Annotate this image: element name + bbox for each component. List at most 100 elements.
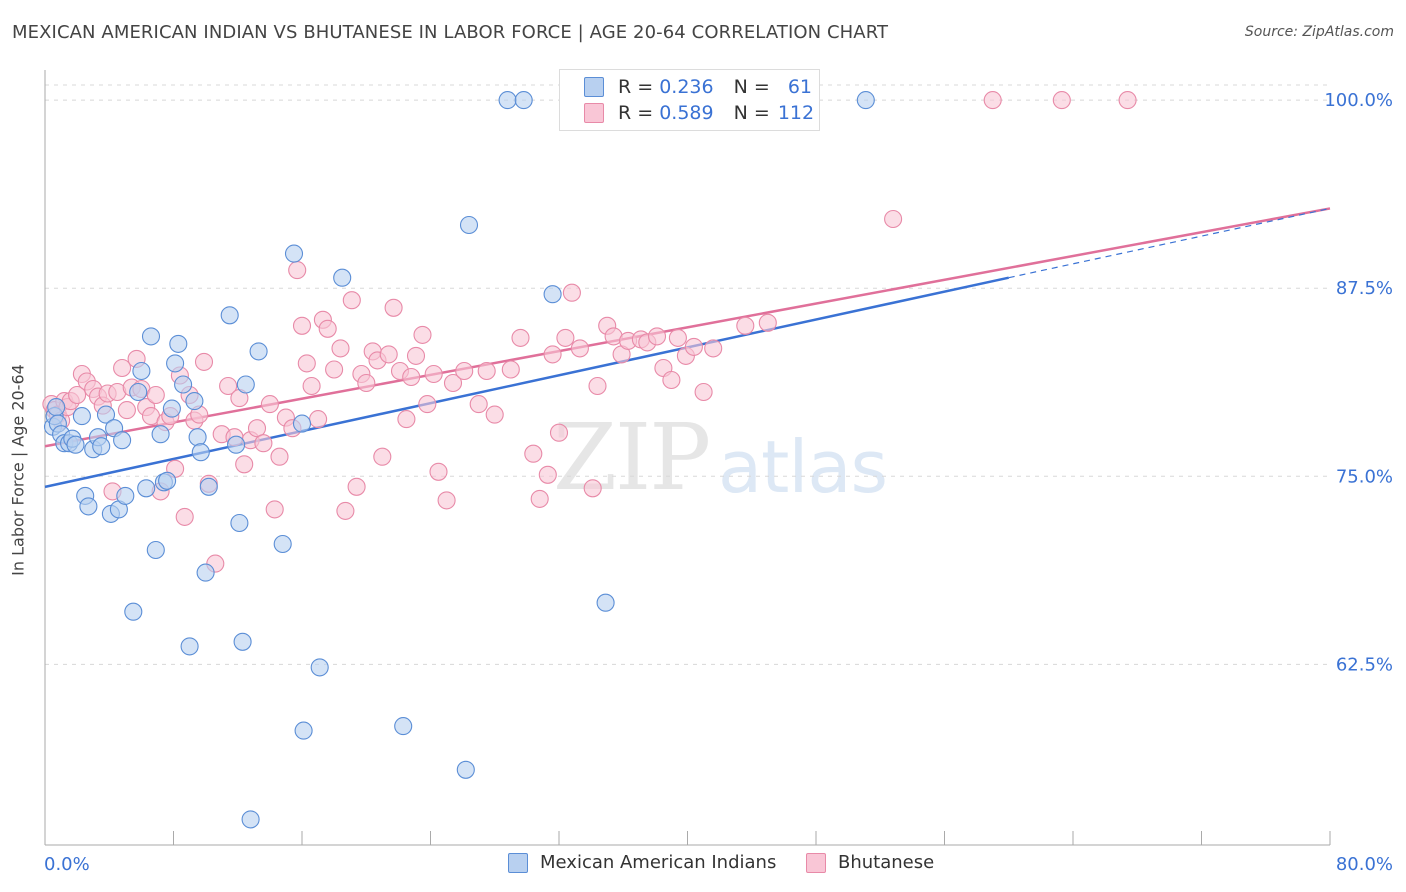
- point-mexican-american-indians: [498, 91, 517, 110]
- point-bhutanese: [736, 316, 755, 335]
- x-tick-label: 80.0%: [1336, 854, 1393, 875]
- point-mexican-american-indians: [79, 497, 98, 516]
- y-tick-label: 100.0%: [1324, 90, 1393, 111]
- point-mexican-american-indians: [141, 327, 161, 346]
- point-mexican-american-indians: [459, 215, 479, 235]
- point-mexican-american-indians: [196, 563, 215, 582]
- point-bhutanese: [485, 405, 504, 424]
- point-mexican-american-indians: [856, 91, 875, 110]
- point-bhutanese: [194, 352, 214, 371]
- point-bhutanese: [668, 328, 687, 347]
- point-mexican-american-indians: [162, 399, 181, 418]
- point-bhutanese: [413, 325, 432, 344]
- point-bhutanese: [429, 462, 448, 481]
- point-bhutanese: [342, 291, 361, 310]
- point-bhutanese: [297, 354, 316, 373]
- point-bhutanese: [146, 385, 165, 405]
- point-mexican-american-indians: [124, 602, 143, 621]
- point-bhutanese: [331, 339, 350, 358]
- point-mexican-american-indians: [47, 398, 66, 417]
- point-bhutanese: [254, 434, 273, 453]
- point-bhutanese: [260, 395, 279, 414]
- point-bhutanese: [347, 477, 366, 496]
- point-mexican-american-indians: [158, 471, 177, 490]
- point-bhutanese: [443, 373, 463, 393]
- point-bhutanese: [113, 358, 132, 378]
- point-mexican-american-indians: [220, 306, 239, 325]
- point-bhutanese: [570, 339, 589, 358]
- point-mexican-american-indians: [230, 513, 249, 533]
- point-mexican-american-indians: [199, 477, 218, 496]
- point-mexican-american-indians: [146, 540, 165, 560]
- point-bhutanese: [270, 447, 289, 466]
- point-mexican-american-indians: [249, 342, 268, 361]
- point-bhutanese: [1118, 91, 1137, 110]
- point-mexican-american-indians: [72, 407, 91, 426]
- point-mexican-american-indians: [129, 382, 148, 402]
- point-bhutanese: [524, 444, 543, 463]
- y-tick-label: 75.0%: [1336, 466, 1393, 487]
- point-mexican-american-indians: [132, 361, 151, 381]
- point-mexican-american-indians: [66, 435, 85, 454]
- point-bhutanese: [549, 423, 569, 442]
- y-axis-label: In Labor Force | Age 20-64: [8, 364, 28, 576]
- blue-swatch: [584, 77, 604, 97]
- point-mexican-american-indians: [273, 534, 292, 554]
- trendline-extension: [1008, 207, 1331, 279]
- point-bhutanese: [704, 339, 723, 358]
- point-bhutanese: [437, 491, 456, 510]
- n-value: 61: [787, 76, 812, 98]
- point-mexican-american-indians: [233, 632, 252, 651]
- point-bhutanese: [583, 479, 602, 498]
- point-mexican-american-indians: [92, 437, 111, 456]
- point-bhutanese: [175, 507, 194, 526]
- point-bhutanese: [511, 328, 530, 347]
- point-mexican-american-indians: [456, 760, 475, 779]
- stats-row-blue: R = 0.236 N = 61: [584, 74, 812, 100]
- point-bhutanese: [325, 360, 344, 379]
- point-mexican-american-indians: [236, 375, 255, 394]
- point-mexican-american-indians: [284, 244, 304, 263]
- point-bhutanese: [292, 316, 312, 335]
- r-value: 0.236: [659, 76, 714, 98]
- r-label: R =: [618, 102, 654, 124]
- point-bhutanese: [219, 376, 238, 396]
- tick-labels: 62.5% 75.0% 87.5% 100.0% 0.0% 80.0%: [44, 90, 1393, 875]
- point-mexican-american-indians: [113, 431, 132, 450]
- point-bhutanese: [117, 401, 136, 420]
- point-bhutanese: [357, 373, 376, 393]
- point-mexican-american-indians: [96, 405, 116, 424]
- point-mexican-american-indians: [191, 443, 210, 462]
- point-bhutanese: [397, 410, 416, 429]
- point-bhutanese: [455, 361, 474, 381]
- chart-title: MEXICAN AMERICAN INDIAN VS BHUTANESE IN …: [12, 22, 889, 43]
- point-bhutanese: [538, 465, 557, 484]
- point-bhutanese: [562, 283, 581, 302]
- point-mexican-american-indians: [174, 375, 193, 394]
- point-bhutanese: [477, 361, 496, 381]
- point-bhutanese: [402, 367, 421, 387]
- point-bhutanese: [758, 313, 777, 332]
- stats-row-pink: R = 0.589 N = 112: [584, 100, 814, 126]
- legend-label: Bhutanese: [838, 852, 935, 873]
- point-mexican-american-indians: [310, 658, 329, 677]
- point-mexican-american-indians: [241, 810, 260, 829]
- blue-swatch: [508, 852, 528, 873]
- point-bhutanese: [684, 337, 703, 356]
- point-bhutanese: [588, 376, 607, 396]
- legend-label: Mexican American Indians: [540, 852, 777, 873]
- axes: [44, 70, 1331, 846]
- legend-item-mexican-american-indians[interactable]: Mexican American Indians: [508, 852, 776, 873]
- point-mexican-american-indians: [116, 486, 135, 505]
- point-mexican-american-indians: [294, 721, 313, 740]
- point-bhutanese: [379, 345, 398, 364]
- point-mexican-american-indians: [169, 334, 188, 353]
- point-bhutanese: [983, 91, 1002, 110]
- r-label: R =: [618, 76, 654, 98]
- x-tick-label: 0.0%: [44, 854, 90, 875]
- point-mexican-american-indians: [394, 717, 413, 736]
- r-value: 0.589: [659, 102, 714, 124]
- point-bhutanese: [336, 501, 355, 520]
- legend-item-bhutanese[interactable]: Bhutanese: [806, 852, 934, 873]
- n-label: N =: [733, 102, 770, 124]
